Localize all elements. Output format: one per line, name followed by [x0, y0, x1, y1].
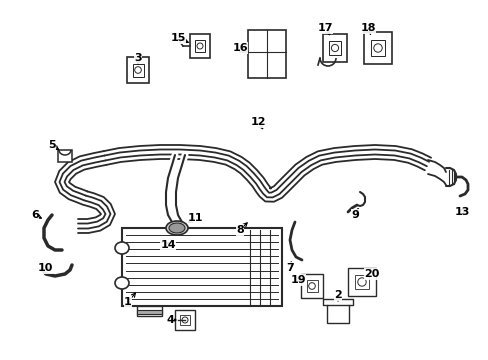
Ellipse shape	[115, 277, 129, 289]
Text: 3: 3	[134, 53, 142, 63]
Circle shape	[197, 43, 203, 49]
Bar	[137, 310, 162, 314]
Text: 14: 14	[160, 240, 176, 250]
Circle shape	[331, 44, 338, 51]
Bar	[347, 268, 375, 296]
Bar	[301, 274, 323, 298]
Circle shape	[357, 278, 366, 286]
Bar	[354, 275, 368, 289]
Bar	[190, 34, 209, 58]
Bar	[247, 30, 285, 78]
Text: 7: 7	[285, 263, 293, 273]
Text: 16: 16	[232, 43, 247, 53]
Text: 9: 9	[350, 210, 358, 220]
Bar	[122, 228, 282, 306]
Text: 6: 6	[31, 210, 39, 220]
Bar	[328, 41, 340, 55]
Ellipse shape	[165, 221, 187, 235]
Ellipse shape	[115, 242, 129, 254]
Text: 11: 11	[187, 213, 203, 223]
Text: 12: 12	[250, 117, 265, 127]
Bar	[195, 40, 204, 52]
Text: 2: 2	[333, 290, 341, 300]
Circle shape	[308, 283, 315, 289]
Text: 15: 15	[170, 33, 185, 43]
Text: 20: 20	[364, 269, 379, 279]
Circle shape	[373, 44, 382, 52]
Text: 4: 4	[166, 315, 174, 325]
Text: 13: 13	[453, 207, 469, 217]
Text: 8: 8	[236, 225, 244, 235]
Text: 17: 17	[317, 23, 332, 33]
Bar	[370, 40, 384, 56]
Bar	[137, 306, 162, 316]
Bar	[180, 315, 190, 325]
Bar	[326, 305, 348, 323]
Text: 1: 1	[124, 297, 132, 307]
Text: 18: 18	[360, 23, 375, 33]
Bar	[306, 280, 317, 292]
Bar	[323, 34, 346, 62]
Circle shape	[134, 67, 141, 73]
Text: 5: 5	[48, 140, 56, 150]
Bar	[58, 150, 72, 162]
Bar	[132, 63, 143, 77]
Bar	[127, 57, 149, 83]
Circle shape	[182, 317, 187, 323]
Bar	[363, 32, 391, 64]
Ellipse shape	[169, 223, 184, 233]
Text: 10: 10	[37, 263, 53, 273]
Text: 19: 19	[289, 275, 305, 285]
Bar	[175, 310, 195, 330]
